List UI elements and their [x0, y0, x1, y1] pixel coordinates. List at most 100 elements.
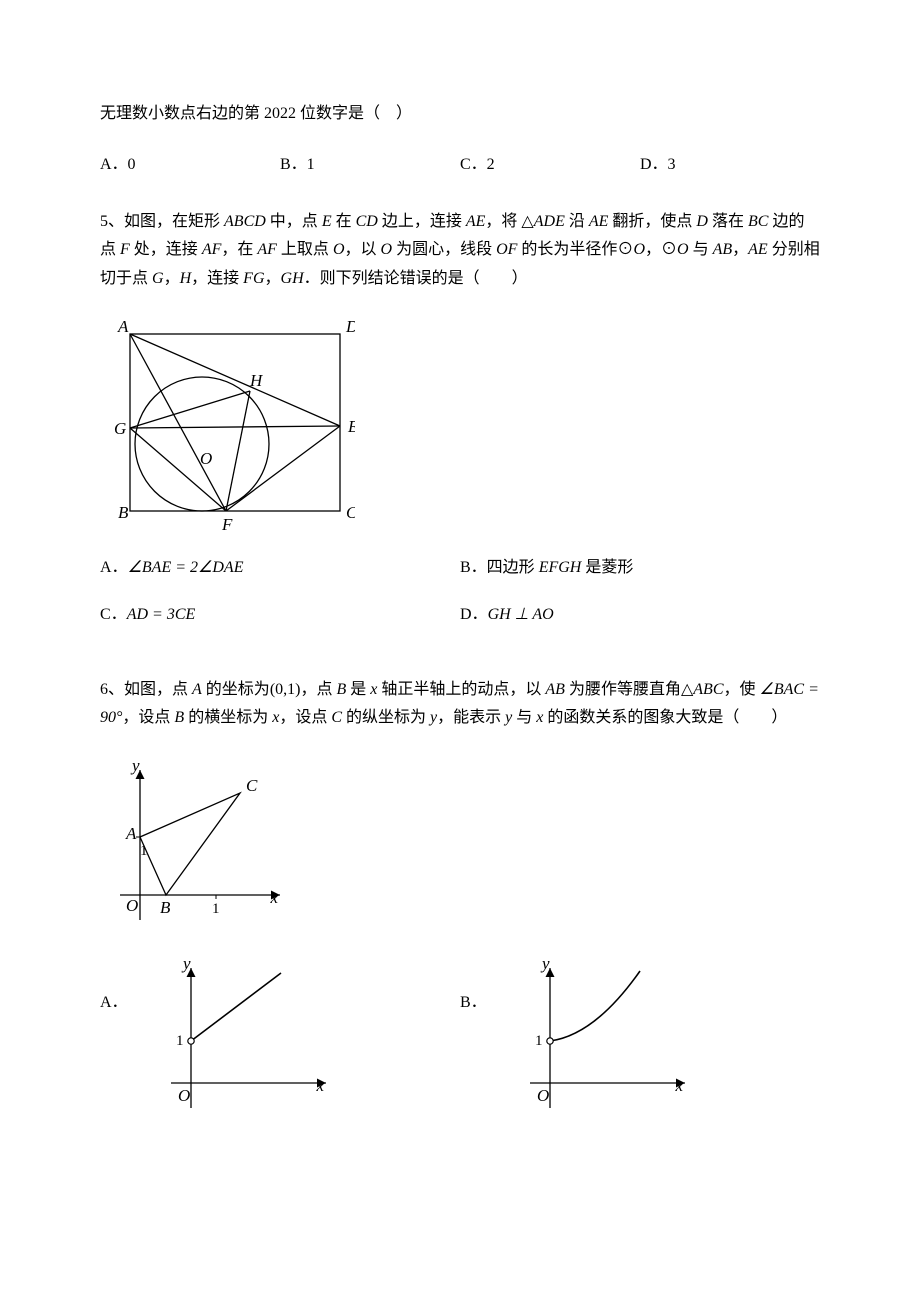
q5-t21: ， — [265, 270, 281, 287]
q6-C: C — [331, 709, 342, 726]
q5-t12: ，以 — [345, 241, 381, 258]
q5-cd: CD — [356, 213, 378, 230]
q6-options-row1: A． Ox y 1 B． Ox y 1 — [100, 953, 820, 1123]
q5-t15: ，⊙ — [645, 241, 677, 258]
q6-figure: OxyA11BC — [100, 755, 820, 935]
svg-text:y: y — [181, 954, 191, 973]
svg-text:B: B — [118, 503, 129, 522]
q4-opt-d: D．3 — [640, 151, 820, 180]
q5-t16: 与 — [689, 241, 713, 258]
svg-text:x: x — [315, 1076, 324, 1095]
svg-text:E: E — [347, 417, 355, 436]
svg-text:O: O — [126, 896, 138, 915]
q5-t14: 的长为半径作⊙ — [517, 241, 633, 258]
q5-o4: O — [677, 241, 689, 258]
svg-text:x: x — [674, 1076, 683, 1095]
q6-AB: AB — [545, 681, 565, 698]
q5-abcd: ABCD — [224, 213, 266, 230]
q5-opt-a-pre: A． — [100, 559, 128, 576]
q5-f: F — [120, 241, 130, 258]
svg-text:H: H — [249, 371, 264, 390]
q5-opt-b-post: 是菱形 — [581, 559, 633, 576]
triangle-icon: △ — [521, 213, 533, 230]
q6-p2: 的坐标为 — [202, 681, 270, 698]
q6-B: B — [336, 681, 346, 698]
q6-p6: 为腰作等腰直角 — [565, 681, 681, 698]
svg-text:y: y — [540, 954, 550, 973]
q5-t9: 处，连接 — [130, 241, 202, 258]
q5-t10: ，在 — [221, 241, 257, 258]
svg-text:1: 1 — [176, 1033, 184, 1049]
q5-opt-b-it: EFGH — [539, 559, 582, 576]
q5-opt-c-pre: C． — [100, 606, 127, 623]
q4-opt-b: B．1 — [280, 151, 460, 180]
q4-opt-c: C．2 — [460, 151, 640, 180]
q5-o3: O — [633, 241, 645, 258]
q5-ae3: AE — [748, 241, 768, 258]
q5-opt-a: A．∠BAE = 2∠DAE — [100, 554, 460, 583]
svg-text:G: G — [114, 419, 126, 438]
q6-p11: 的纵坐标为 — [342, 709, 430, 726]
q6-ABC: ABC — [693, 681, 723, 698]
q5-opt-d: D．GH ⊥ AO — [460, 601, 820, 630]
svg-text:x: x — [269, 888, 278, 907]
q6-A: A — [192, 681, 202, 698]
q6-p10: ，设点 — [279, 709, 331, 726]
q6-p7: ，使 — [724, 681, 756, 698]
q5-t3: 边上，连接 — [378, 213, 466, 230]
q6-p12: ，能表示 — [437, 709, 505, 726]
triangle-icon: △ — [681, 681, 693, 698]
q5-figure: A D B C E F G H O — [100, 316, 820, 536]
q6-p14: 的函数关系的图象大致是（ ） — [543, 709, 787, 726]
svg-text:D: D — [345, 317, 355, 336]
q5-gh: GH — [281, 270, 304, 287]
q6-opt-b-label: B． — [460, 989, 487, 1088]
svg-text:O: O — [537, 1086, 549, 1105]
svg-text:C: C — [346, 503, 355, 522]
q5-opt-a-math: ∠BAE = 2∠DAE — [128, 559, 244, 576]
svg-text:F: F — [221, 515, 233, 534]
q4-opt-a: A．0 — [100, 151, 280, 180]
q5-t17: ， — [732, 241, 748, 258]
q5-t: 5、如图，在矩形 — [100, 213, 224, 230]
q5-t11: 上取点 — [277, 241, 333, 258]
q5-stem: 5、如图，在矩形 ABCD 中，点 E 在 CD 边上，连接 AE，将 △ADE… — [100, 208, 820, 294]
q6-coord: (0,1) — [270, 681, 301, 698]
q5-o2: O — [381, 241, 393, 258]
svg-text:O: O — [200, 449, 212, 468]
q6-opt-a-label: A． — [100, 989, 128, 1088]
svg-text:B: B — [160, 898, 171, 917]
q5-t5: 沿 — [565, 213, 589, 230]
q5-t20: ，连接 — [191, 270, 243, 287]
q6-p8: ，设点 — [122, 709, 174, 726]
svg-text:O: O — [178, 1086, 190, 1105]
q5-t6: 翻折，使点 — [608, 213, 696, 230]
q5-g: G — [152, 270, 164, 287]
q5-t4: ，将 — [485, 213, 521, 230]
q6-opt-a-figure: Ox y 1 — [136, 953, 336, 1123]
svg-text:1: 1 — [535, 1033, 543, 1049]
q5-t13: 为圆心，线段 — [392, 241, 496, 258]
q6-stem: 6、如图，点 A 的坐标为(0,1)，点 B 是 x 轴正半轴上的动点，以 AB… — [100, 676, 820, 734]
q5-ae: AE — [466, 213, 486, 230]
q4-stem-fragment: 无理数小数点右边的第 2022 位数字是（ ） — [100, 100, 820, 129]
q5-fg: FG — [243, 270, 264, 287]
q6-B2: B — [174, 709, 184, 726]
q5-ab: AB — [713, 241, 733, 258]
q5-o: O — [333, 241, 345, 258]
q5-t7: 落在 — [708, 213, 748, 230]
q5-opt-c-math: AD = 3CE — [127, 606, 196, 623]
svg-text:A: A — [117, 317, 129, 336]
q5-opt-d-math: GH ⊥ AO — [488, 606, 554, 623]
svg-text:A: A — [125, 824, 137, 843]
q5-bc: BC — [748, 213, 768, 230]
q6-p9: 的横坐标为 — [184, 709, 272, 726]
q5-of: OF — [496, 241, 517, 258]
q5-af2: AF — [257, 241, 277, 258]
q6-p1: 6、如图，点 — [100, 681, 192, 698]
q6-p3: ，点 — [300, 681, 336, 698]
q5-t22: ．则下列结论错误的是（ ） — [304, 270, 528, 287]
q5-opt-d-pre: D． — [460, 606, 488, 623]
q5-t1: 中，点 — [266, 213, 322, 230]
q5-h: H — [180, 270, 192, 287]
